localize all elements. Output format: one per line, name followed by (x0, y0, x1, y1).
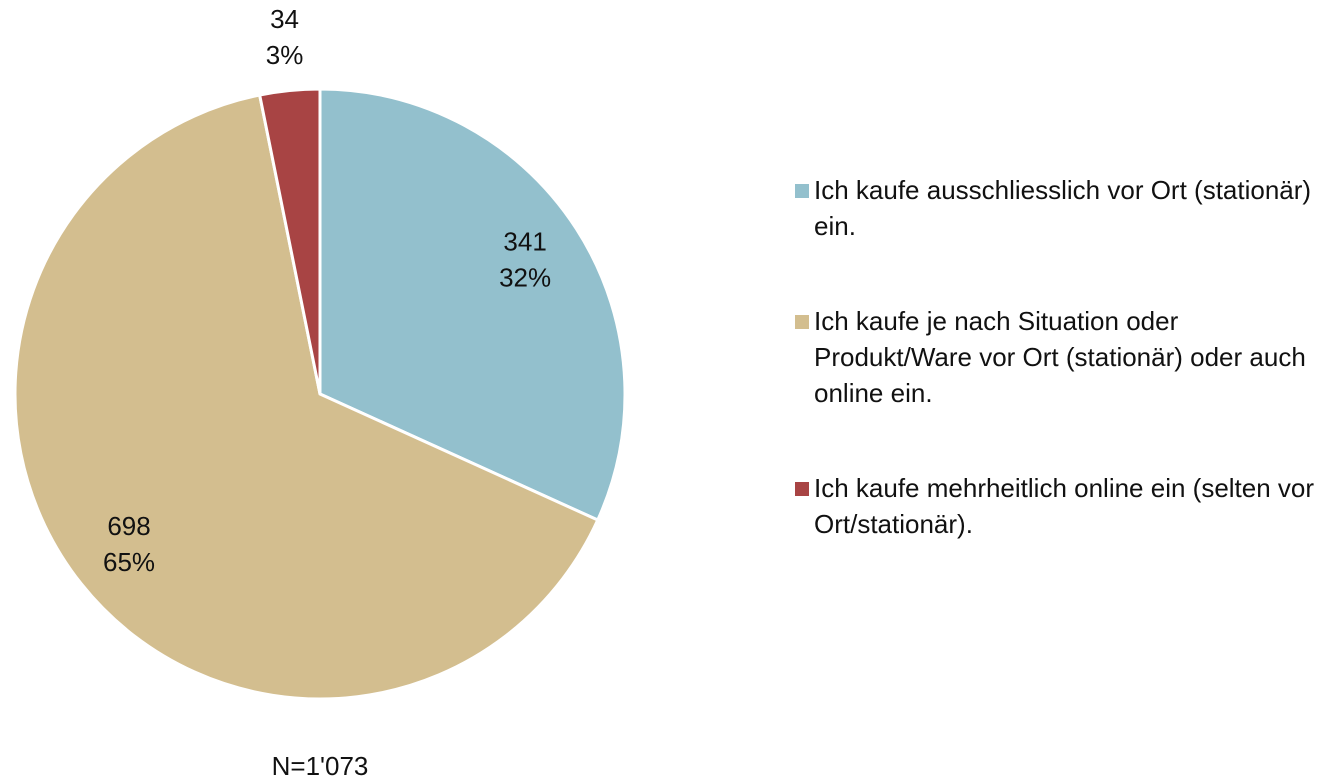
pie-slice (318, 87, 627, 523)
legend-label: Ich kaufe je nach Situation oder Produkt… (814, 306, 1306, 408)
legend-label: Ich kaufe mehrheitlich online ein (selte… (814, 473, 1315, 539)
legend-item: Ich kaufe ausschliesslich vor Ort (stati… (792, 172, 1316, 244)
pie-slice (13, 93, 600, 701)
legend-item: Ich kaufe je nach Situation oder Produkt… (792, 303, 1316, 411)
percentage-label: 65% (103, 547, 155, 577)
legend-swatch (795, 184, 809, 198)
value-label: 34 (270, 4, 299, 34)
note: N=1'073 (272, 751, 369, 781)
percentage-label: 32% (499, 263, 551, 293)
pie-slice (257, 87, 322, 395)
legend-item: Ich kaufe mehrheitlich online ein (selte… (792, 470, 1316, 542)
legend-swatch (795, 315, 809, 329)
percentage-label: 3% (266, 40, 304, 70)
legend: Ich kaufe ausschliesslich vor Ort (stati… (792, 172, 1316, 601)
legend-label: Ich kaufe ausschliesslich vor Ort (stati… (814, 175, 1312, 241)
legend-swatch (795, 482, 809, 496)
value-label: 341 (503, 227, 546, 257)
value-label: 698 (107, 511, 150, 541)
